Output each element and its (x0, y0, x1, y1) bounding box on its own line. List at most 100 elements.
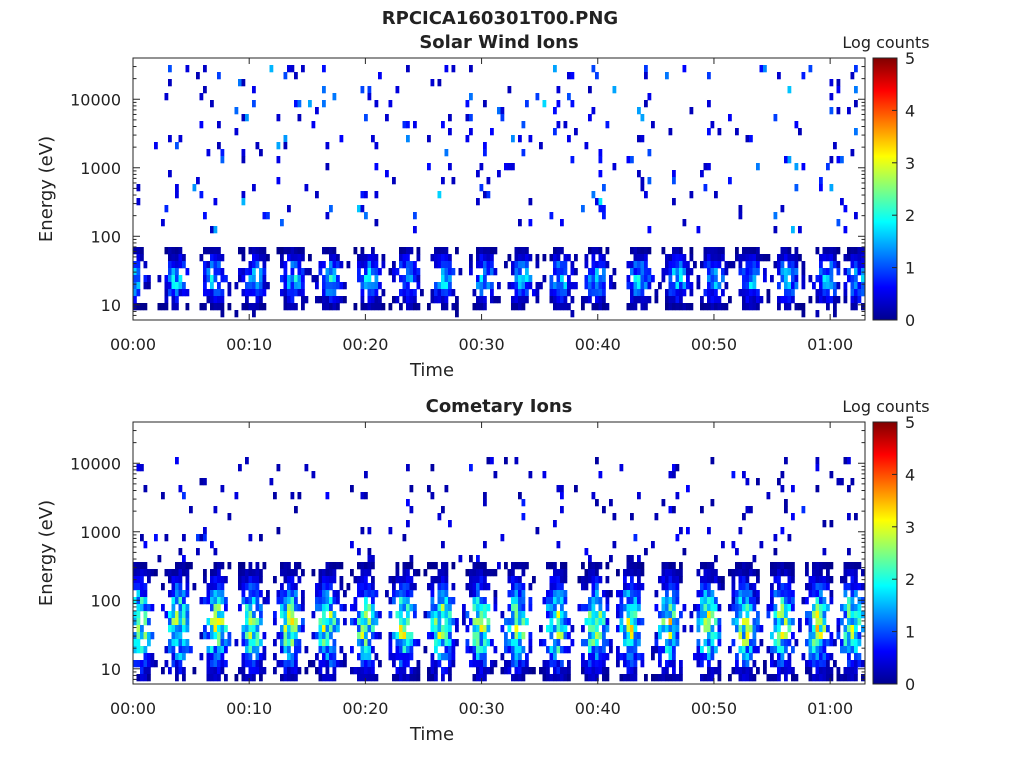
spectrogram-cell (787, 653, 792, 661)
spectrogram-cell (794, 254, 799, 262)
spectrogram-cell (136, 464, 141, 472)
spectrogram-cell (413, 275, 417, 283)
spectrogram-cell (658, 282, 662, 290)
spectrogram-cell (220, 289, 225, 297)
spectrogram-cell (490, 660, 494, 668)
spectrogram-cell (290, 261, 295, 269)
spectrogram-cell (826, 604, 830, 612)
spectrogram-cell (784, 275, 788, 283)
spectrogram-cell (413, 674, 417, 682)
spectrogram-cell (248, 618, 253, 626)
spectrogram-cell (469, 569, 473, 577)
spectrogram-cell (518, 492, 522, 500)
spectrogram-cell (752, 296, 757, 304)
spectrogram-cell (392, 660, 396, 668)
spectrogram-cell (850, 562, 855, 570)
spectrogram-cell (563, 303, 568, 311)
spectrogram-cell (406, 296, 410, 304)
spectrogram-cell (752, 569, 757, 577)
spectrogram-cell (721, 268, 725, 276)
spectrogram-cell (220, 660, 225, 668)
spectrogram-cell (164, 646, 169, 654)
spectrogram-cell (406, 464, 410, 472)
spectrogram-cell (787, 534, 792, 542)
spectrogram-cell (290, 674, 295, 682)
spectrogram-cell (413, 303, 417, 311)
spectrogram-cell (360, 646, 365, 654)
spectrogram-cell (535, 254, 540, 262)
spectrogram-cell (654, 289, 659, 297)
spectrogram-cell (791, 632, 795, 640)
spectrogram-cell (269, 478, 274, 486)
spectrogram-cell (248, 646, 253, 654)
spectrogram-cell (623, 653, 627, 661)
spectrogram-cell (252, 100, 256, 108)
spectrogram-cell (287, 296, 291, 304)
spectrogram-cell (168, 667, 172, 675)
spectrogram-cell (399, 625, 403, 633)
spectrogram-cell (672, 464, 676, 472)
spectrogram-cell (182, 534, 186, 542)
spectrogram-cell (703, 163, 708, 171)
spectrogram-cell (381, 261, 386, 269)
spectrogram-cell (210, 289, 214, 297)
spectrogram-cell (668, 128, 673, 136)
spectrogram-cell (700, 583, 704, 591)
spectrogram-cell (588, 646, 592, 654)
spectrogram-cell (787, 576, 792, 584)
spectrogram-cell (514, 457, 519, 465)
spectrogram-cell (563, 254, 568, 262)
spectrogram-cell (185, 604, 190, 612)
spectrogram-cell (248, 569, 253, 577)
spectrogram-cell (626, 653, 631, 661)
spectrogram-cell (661, 611, 666, 619)
spectrogram-cell (850, 660, 855, 668)
spectrogram-cell (836, 268, 841, 276)
spectrogram-cell (595, 576, 599, 584)
spectrogram-cell (311, 275, 316, 283)
spectrogram-cell (819, 254, 823, 262)
spectrogram-cell (430, 660, 435, 668)
spectrogram-cell (280, 562, 284, 570)
spectrogram-cell (448, 653, 452, 661)
spectrogram-cell (598, 653, 603, 661)
spectrogram-cell (343, 282, 347, 290)
spectrogram-cell (773, 569, 778, 577)
spectrogram-cell (332, 653, 337, 661)
spectrogram-cell (210, 247, 214, 255)
spectrogram-cell (497, 296, 501, 304)
spectrogram-cell (647, 282, 652, 290)
spectrogram-cell (133, 660, 137, 668)
spectrogram-cell (427, 163, 431, 171)
spectrogram-cell (633, 268, 638, 276)
spectrogram-cell (843, 569, 848, 577)
spectrogram-cell (588, 660, 592, 668)
spectrogram-cell (136, 184, 141, 192)
spectrogram-cell (822, 268, 827, 276)
spectrogram-cell (171, 639, 176, 647)
spectrogram-cell (336, 261, 340, 269)
spectrogram-cell (738, 590, 743, 598)
spectrogram-cell (280, 219, 284, 227)
spectrogram-cell (812, 590, 816, 598)
spectrogram-cell (808, 275, 813, 283)
spectrogram-cell (220, 268, 225, 276)
spectrogram-cell (637, 282, 641, 290)
spectrogram-cell (483, 499, 487, 507)
spectrogram-cell (500, 114, 505, 122)
spectrogram-cell (798, 128, 802, 136)
spectrogram-cell (315, 590, 319, 598)
spectrogram-cell (675, 254, 680, 262)
spectrogram-cell (472, 576, 477, 584)
spectrogram-cell (703, 604, 708, 612)
spectrogram-cell (672, 625, 676, 633)
spectrogram-cell (749, 625, 753, 633)
spectrogram-cell (822, 604, 827, 612)
spectrogram-cell (318, 590, 323, 598)
spectrogram-cell (637, 492, 641, 500)
spectrogram-cell (784, 639, 788, 647)
spectrogram-cell (458, 268, 463, 276)
spectrogram-cell (836, 247, 841, 255)
spectrogram-cell (290, 618, 295, 626)
spectrogram-cell (640, 289, 645, 297)
